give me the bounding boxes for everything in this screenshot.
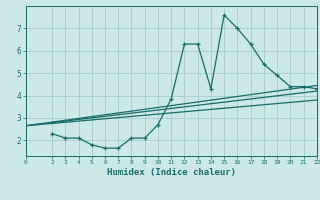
X-axis label: Humidex (Indice chaleur): Humidex (Indice chaleur) — [107, 168, 236, 177]
